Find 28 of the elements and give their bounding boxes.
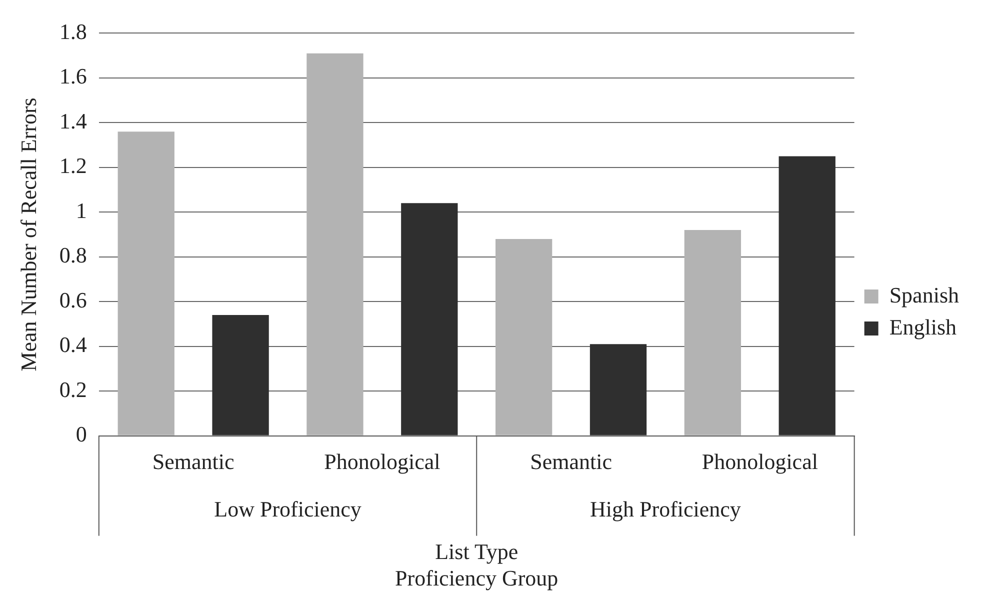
bar bbox=[684, 230, 742, 436]
bar bbox=[496, 238, 552, 436]
bar bbox=[306, 53, 364, 436]
x-tick-label: Semantic bbox=[530, 448, 612, 474]
x-axis-title: List Type Proficiency Group bbox=[395, 539, 558, 591]
y-tick-label: 0.2 bbox=[59, 376, 87, 402]
y-tick-label: 0 bbox=[76, 422, 87, 447]
y-tick-label: 1.8 bbox=[59, 18, 87, 44]
legend-label: English bbox=[889, 314, 957, 340]
bar bbox=[590, 344, 647, 436]
text: High Proficiency bbox=[590, 496, 741, 522]
text: Low Proficiency bbox=[214, 496, 362, 522]
bar bbox=[212, 315, 269, 436]
legend-label: Spanish bbox=[889, 282, 960, 308]
bar bbox=[118, 132, 174, 436]
y-tick-label: 0.8 bbox=[59, 242, 87, 268]
y-tick-label: 0.6 bbox=[59, 287, 87, 312]
x-tick-label: Phonological bbox=[324, 448, 440, 474]
y-tick-label: 1.4 bbox=[59, 108, 87, 134]
x-tick-label: Semantic bbox=[152, 448, 234, 474]
y-axis-title: Mean Number of Recall Errors bbox=[16, 98, 41, 372]
bar bbox=[778, 156, 836, 436]
y-tick-label: 0.4 bbox=[59, 332, 87, 358]
x-tick-label: Phonological bbox=[702, 448, 818, 474]
bar bbox=[401, 203, 458, 436]
y-tick-label: 1.6 bbox=[59, 64, 87, 89]
y-tick-label: 1 bbox=[76, 198, 87, 223]
y-tick-label: 1.2 bbox=[59, 153, 87, 178]
